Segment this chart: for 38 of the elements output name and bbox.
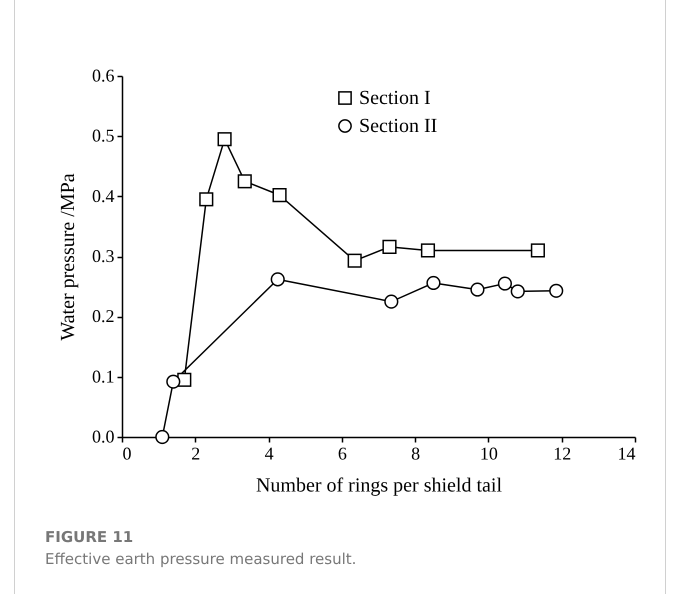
y-tick-label: 0.4 [92,186,114,206]
point [426,276,441,290]
y-tick-label: 0.1 [92,366,114,386]
caption: FIGURE 11 [45,528,134,546]
point [348,254,362,268]
y-tick-label: 0.5 [92,126,114,146]
point [530,243,545,258]
point [384,294,398,309]
point [420,243,436,258]
x-tick-label: 10 [480,444,498,464]
legend-label: Section II [359,115,438,137]
y-tick-label: 0.0 [92,426,114,446]
point [166,374,180,389]
x-tick-label: 6 [338,444,347,464]
y-tick-label: 0.6 [92,66,114,86]
x-tick-label: 2 [191,444,200,464]
text: Effective earth pressure measured result. [45,550,356,568]
x-axis-title: Number of rings per shield tail [256,474,502,496]
point [155,430,170,444]
x-tick-label: 12 [553,444,572,464]
y-tick-label: 0.3 [92,246,114,266]
point [549,284,564,298]
y-axis-title: Water pressure /MPa [57,173,79,341]
point [498,276,512,291]
y-tick-label: 0.2 [92,306,114,326]
point [510,284,525,298]
point [270,272,285,286]
point [238,174,252,188]
x-tick-label: 0 [122,444,132,464]
x-tick-label: 14 [618,444,636,464]
x-tick-label: 4 [264,444,274,464]
point [382,240,397,254]
point [272,188,287,202]
point [218,132,232,146]
point [470,282,485,297]
x-tick-label: 8 [411,444,420,464]
legend-label: Section I [359,87,431,109]
point [199,192,214,206]
